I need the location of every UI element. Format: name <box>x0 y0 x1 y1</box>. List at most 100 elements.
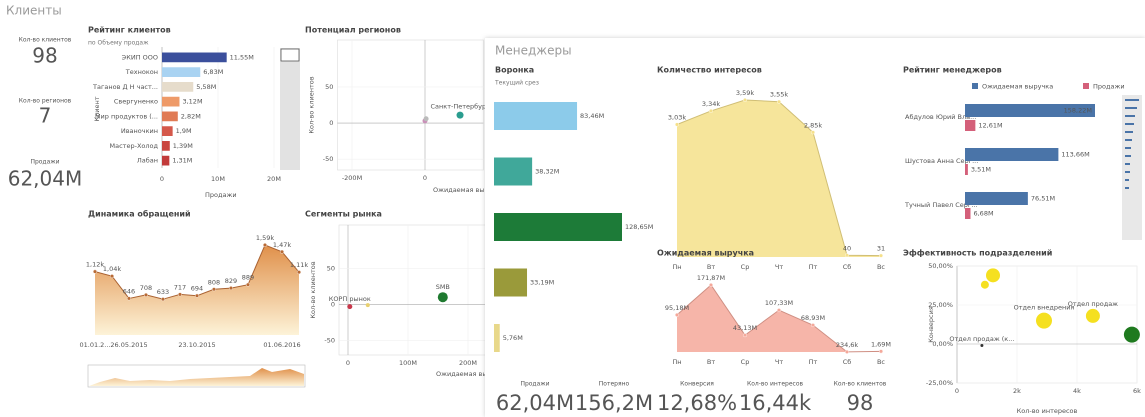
point <box>437 292 448 303</box>
bar <box>494 157 533 186</box>
point <box>365 303 370 308</box>
point-label: Отдел продаж (к... <box>949 335 1014 343</box>
data-label: 5,76M <box>503 334 523 342</box>
data-label: 68,93M <box>801 314 825 322</box>
data-label: 171,87M <box>697 274 725 282</box>
point <box>777 99 782 104</box>
bar <box>965 208 971 219</box>
point <box>456 111 464 119</box>
y-tick-label: -50 <box>323 155 334 163</box>
data-label: 40 <box>843 244 851 252</box>
data-label: 3,51M <box>971 166 991 174</box>
panel-title: Клиенты <box>6 4 62 18</box>
x-tick-label: 200M <box>459 359 477 367</box>
point <box>1036 312 1052 329</box>
data-label: 1,12k <box>86 261 104 269</box>
data-label: 829 <box>225 277 237 285</box>
x-tick-label: Вт <box>707 263 715 271</box>
data-label: 38,32M <box>535 168 559 176</box>
point <box>811 323 816 328</box>
point <box>194 293 199 298</box>
kpi-value: 98 <box>847 391 874 415</box>
data-label: 3,03k <box>668 113 686 121</box>
x-axis-label: Кол-во интересов <box>1017 407 1078 415</box>
data-label: 889 <box>242 274 254 282</box>
chart-title: Воронка <box>495 66 534 75</box>
point <box>845 253 850 258</box>
point <box>811 130 816 135</box>
x-tick-label: Пт <box>809 263 818 271</box>
point-label: Санкт-Петербург <box>431 103 491 111</box>
chart-title: Сегменты рынка <box>305 210 382 219</box>
data-label: 1,04k <box>103 265 121 273</box>
x-tick-label: 0 <box>346 359 350 367</box>
x-tick-label: 6k <box>1133 387 1141 395</box>
chart-title: Рейтинг клиентов <box>88 26 171 35</box>
point <box>280 249 285 254</box>
point <box>980 280 989 289</box>
point <box>177 292 182 297</box>
bar <box>494 324 500 352</box>
bar <box>162 126 173 136</box>
y-tick-label: Технокон <box>125 68 158 76</box>
data-label: 717 <box>174 283 186 291</box>
plot-frame <box>338 224 487 356</box>
y-tick-label: 0 <box>329 119 333 127</box>
chart-title: Ожидаемая выручка <box>657 249 754 258</box>
bar <box>162 141 170 151</box>
x-tick-label: Чт <box>775 358 783 366</box>
bar <box>494 102 578 130</box>
data-label: 128,65M <box>625 223 653 231</box>
y-tick-label: ЭКИП ООО <box>122 53 158 61</box>
scroll-preview <box>1125 99 1139 189</box>
data-label: 33,19M <box>530 279 554 287</box>
kpi-value: 62,04M <box>496 391 574 415</box>
data-label: 2,82M <box>181 112 201 120</box>
point <box>777 308 782 313</box>
point <box>126 296 131 301</box>
data-label: 95,18M <box>665 304 689 312</box>
data-label: 3,12M <box>182 98 202 106</box>
point <box>879 253 884 258</box>
y-tick-label: Мир продуктов (... <box>95 112 158 120</box>
point <box>347 304 353 310</box>
data-label: 113,66M <box>1061 151 1089 159</box>
point-label: SMB <box>436 283 450 291</box>
point <box>297 270 302 275</box>
chart-title: Динамика обращений <box>88 209 191 219</box>
point <box>263 242 268 247</box>
chart-title: Эффективность подразделений <box>903 249 1052 258</box>
bar <box>965 104 1095 117</box>
legend-swatch <box>1083 83 1089 89</box>
chart-subtitle: по Объему продаж <box>88 40 149 47</box>
data-label: 76,51M <box>1031 195 1055 203</box>
y-tick-label: Шустова Анна Серг... <box>905 157 978 165</box>
x-tick-label: Пт <box>809 358 818 366</box>
y-tick-label: -50 <box>324 337 335 345</box>
kpi-value: 16,44k <box>739 391 812 415</box>
point <box>245 282 250 287</box>
point-label: КОРП рынок <box>329 295 371 303</box>
data-label: 1,11k <box>290 261 308 269</box>
scroll-thumb <box>280 48 300 62</box>
data-label: 234,6k <box>836 341 859 349</box>
data-label: 646 <box>123 287 135 295</box>
y-tick-label: Тучный Павел Серг... <box>904 201 978 209</box>
area <box>677 285 881 352</box>
point <box>879 349 884 354</box>
panel-title: Менеджеры <box>495 44 572 58</box>
x-tick-label: 100M <box>399 359 417 367</box>
data-label: 3,59k <box>736 89 754 97</box>
kpi-value: 156,2M <box>575 391 653 415</box>
kpi-value: 12,68% <box>657 391 737 415</box>
point <box>228 286 233 291</box>
legend-swatch <box>972 83 978 89</box>
bar <box>965 148 1059 161</box>
x-tick-label: 0 <box>160 175 164 183</box>
x-tick-label: 01.01.2... <box>79 341 110 349</box>
y-tick-label: 25,00% <box>928 301 953 309</box>
x-tick-label: 26.05.2015 <box>110 341 147 349</box>
kpi-value: 62,04M <box>8 167 83 191</box>
data-label: 1,47k <box>273 241 291 249</box>
